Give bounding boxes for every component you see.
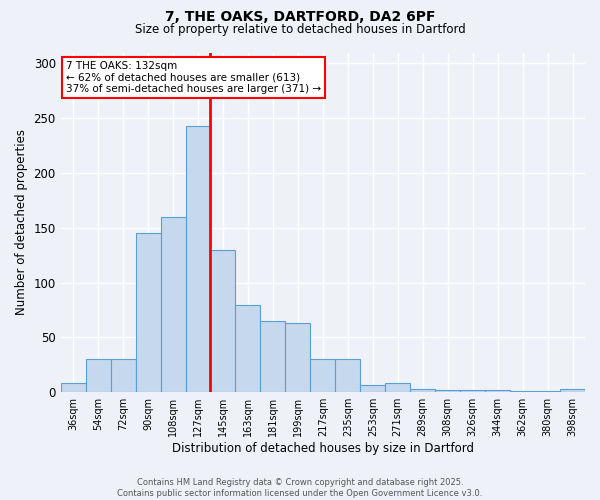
Bar [110, 360, 136, 392]
Bar [560, 389, 585, 392]
X-axis label: Distribution of detached houses by size in Dartford: Distribution of detached houses by size … [172, 442, 474, 455]
Bar [286, 323, 310, 392]
Bar [510, 391, 535, 392]
Bar [535, 391, 560, 392]
Bar [260, 321, 286, 392]
Bar [185, 126, 211, 392]
Bar [485, 390, 510, 392]
Bar [460, 390, 485, 392]
Bar [136, 234, 161, 392]
Bar [310, 360, 335, 392]
Bar [360, 384, 385, 392]
Bar [86, 360, 110, 392]
Bar [385, 384, 410, 392]
Text: 7 THE OAKS: 132sqm
← 62% of detached houses are smaller (613)
37% of semi-detach: 7 THE OAKS: 132sqm ← 62% of detached hou… [66, 61, 321, 94]
Bar [235, 304, 260, 392]
Text: Contains HM Land Registry data © Crown copyright and database right 2025.
Contai: Contains HM Land Registry data © Crown c… [118, 478, 482, 498]
Y-axis label: Number of detached properties: Number of detached properties [15, 130, 28, 316]
Bar [335, 360, 360, 392]
Bar [410, 389, 435, 392]
Bar [161, 217, 185, 392]
Bar [435, 390, 460, 392]
Text: Size of property relative to detached houses in Dartford: Size of property relative to detached ho… [134, 22, 466, 36]
Bar [61, 384, 86, 392]
Bar [211, 250, 235, 392]
Text: 7, THE OAKS, DARTFORD, DA2 6PF: 7, THE OAKS, DARTFORD, DA2 6PF [165, 10, 435, 24]
